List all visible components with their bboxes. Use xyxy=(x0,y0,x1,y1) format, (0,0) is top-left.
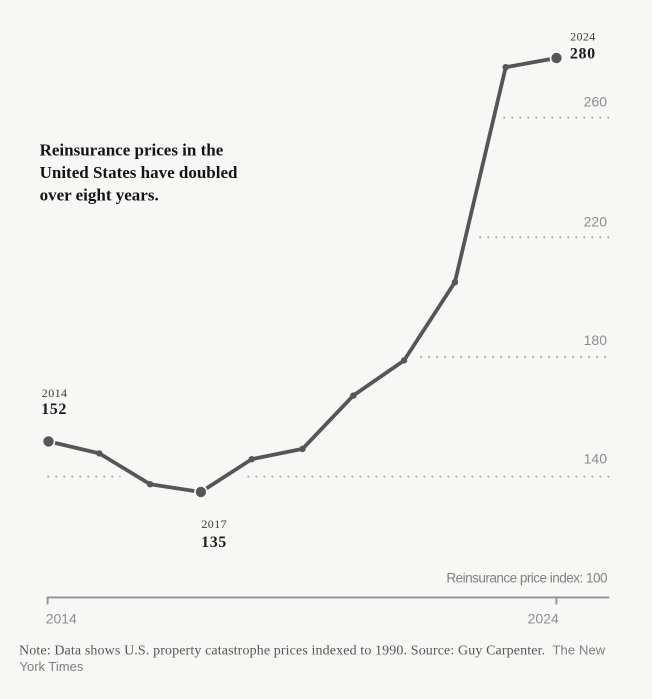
svg-text:2024: 2024 xyxy=(528,610,559,626)
svg-text:over eight years.: over eight years. xyxy=(40,185,159,204)
svg-text:2017: 2017 xyxy=(201,517,227,531)
svg-text:Reinsurance price index: 100: Reinsurance price index: 100 xyxy=(446,571,608,586)
svg-text:220: 220 xyxy=(584,214,608,230)
svg-text:Note: Data shows U.S. property: Note: Data shows U.S. property catastrop… xyxy=(19,642,606,658)
svg-text:2024: 2024 xyxy=(570,30,596,44)
svg-text:United States have doubled: United States have doubled xyxy=(40,163,238,182)
svg-text:260: 260 xyxy=(584,94,608,110)
svg-text:280: 280 xyxy=(570,46,596,63)
svg-text:152: 152 xyxy=(41,401,67,418)
svg-text:180: 180 xyxy=(584,332,608,348)
svg-text:York Times: York Times xyxy=(20,659,84,674)
svg-text:2014: 2014 xyxy=(42,386,68,400)
svg-text:2014: 2014 xyxy=(46,610,77,626)
svg-text:140: 140 xyxy=(584,451,608,467)
svg-text:Reinsurance prices in the: Reinsurance prices in the xyxy=(40,140,224,159)
svg-text:135: 135 xyxy=(201,534,227,551)
